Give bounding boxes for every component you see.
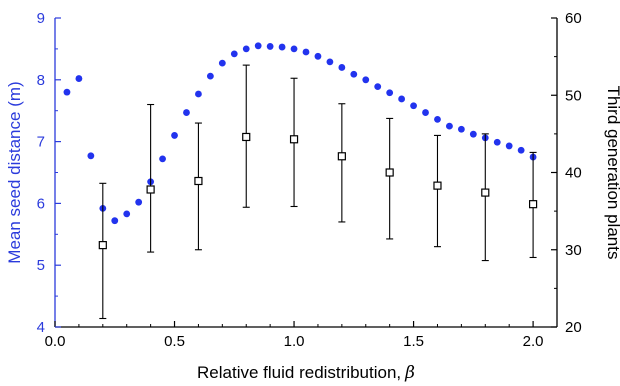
seed-distance-point bbox=[111, 217, 119, 225]
third-generation-plants-series bbox=[98, 64, 538, 320]
x-ticks: 0.0 0.5 1.0 1.5 2.0 bbox=[45, 321, 544, 350]
y-right-tick-label: 50 bbox=[565, 87, 582, 104]
y-right-axis-title: Third generation plants bbox=[604, 86, 620, 260]
plant-count-point bbox=[481, 188, 490, 197]
plant-count-point bbox=[385, 168, 394, 177]
seed-distance-point bbox=[302, 48, 310, 56]
seed-distance-point bbox=[410, 102, 417, 110]
seed-distance-point bbox=[290, 45, 298, 53]
y-left-tick-label: 8 bbox=[37, 72, 45, 89]
y-left-tick-label: 7 bbox=[37, 134, 45, 151]
seed-distance-point bbox=[350, 70, 358, 78]
seed-distance-point bbox=[159, 155, 166, 163]
x-axis-title: Relative fluid redistribution, β bbox=[197, 363, 415, 383]
seed-distance-point bbox=[422, 109, 429, 116]
seed-distance-point bbox=[254, 42, 262, 50]
plant-count-point bbox=[242, 132, 251, 142]
x-axis-title-symbol: β bbox=[404, 363, 415, 383]
seed-distance-point bbox=[242, 45, 250, 53]
seed-distance-point bbox=[314, 52, 322, 60]
seed-distance-point bbox=[493, 138, 501, 146]
y-right-tick-label: 60 bbox=[565, 10, 582, 27]
plant-count-point bbox=[433, 181, 442, 190]
y-left-tick-label: 4 bbox=[37, 319, 45, 336]
plant-count-point bbox=[98, 241, 107, 250]
y-left-ticks: 4 5 6 7 8 9 bbox=[37, 10, 61, 336]
seed-distance-point bbox=[183, 109, 190, 116]
plant-count-point bbox=[337, 152, 346, 161]
seed-distance-point bbox=[230, 50, 238, 58]
seed-distance-point bbox=[206, 72, 214, 80]
seed-distance-point bbox=[374, 83, 382, 90]
mean-seed-distance-series bbox=[63, 42, 537, 225]
seed-distance-point bbox=[123, 210, 131, 218]
seed-distance-point bbox=[457, 125, 465, 133]
y-right-tick-label: 20 bbox=[565, 319, 582, 336]
seed-distance-point bbox=[434, 115, 441, 123]
plant-count-point bbox=[528, 200, 538, 209]
y-left-tick-label: 5 bbox=[37, 257, 45, 274]
seed-distance-point bbox=[266, 43, 274, 50]
x-tick-label: 1.0 bbox=[284, 333, 305, 350]
y-right-tick-label: 30 bbox=[565, 242, 582, 259]
seed-distance-point bbox=[505, 142, 513, 150]
plant-count-point bbox=[289, 135, 299, 144]
seed-distance-point bbox=[386, 89, 394, 97]
plant-count-point bbox=[194, 176, 203, 186]
seed-distance-point bbox=[135, 198, 143, 206]
plant-count-point bbox=[146, 185, 155, 194]
y-left-tick-label: 9 bbox=[37, 10, 45, 27]
x-tick-label: 1.5 bbox=[403, 333, 424, 350]
seed-distance-point bbox=[218, 59, 226, 67]
seed-distance-point bbox=[326, 58, 334, 66]
x-tick-label: 0.0 bbox=[45, 333, 66, 350]
y-left-tick-label: 6 bbox=[37, 195, 45, 212]
seed-distance-point bbox=[195, 90, 202, 98]
y-right-ticks: 20 30 40 50 60 bbox=[551, 10, 582, 336]
seed-distance-point bbox=[171, 132, 178, 139]
x-axis-title-text: Relative fluid redistribution, bbox=[197, 363, 401, 382]
seed-distance-point bbox=[398, 95, 406, 103]
seed-distance-point bbox=[338, 64, 346, 71]
y-right-tick-label: 40 bbox=[565, 165, 582, 182]
seed-distance-point bbox=[75, 75, 83, 82]
seed-distance-point bbox=[362, 76, 370, 84]
x-tick-label: 2.0 bbox=[523, 333, 544, 350]
y-left-axis-title: Mean seed distance (m) bbox=[5, 81, 24, 263]
seed-distance-point bbox=[517, 146, 525, 154]
seed-distance-point bbox=[278, 43, 286, 51]
seed-distance-point bbox=[446, 122, 453, 130]
seed-distance-point bbox=[87, 152, 95, 160]
seed-distance-point bbox=[469, 130, 477, 138]
seed-distance-point bbox=[63, 88, 71, 96]
x-tick-label: 0.5 bbox=[164, 333, 185, 350]
